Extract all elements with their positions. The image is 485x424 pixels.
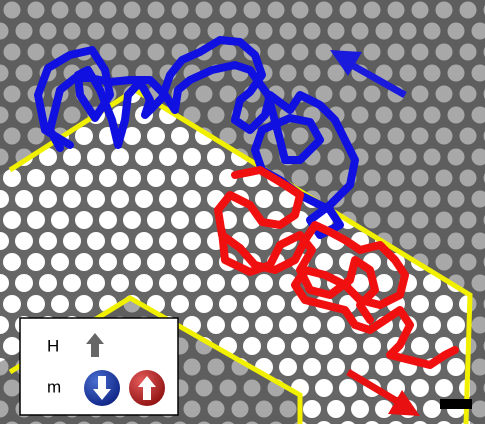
field-label: H [47,336,59,355]
trajectory-red [214,166,459,369]
moment-label: m [47,377,61,396]
arrow-blue [348,60,407,99]
lattice-region [0,90,470,424]
arrow-head [330,50,362,76]
trajectory-red [218,228,379,324]
field-arrow [86,333,104,357]
legend: H m [19,317,179,416]
down-arrow [93,376,111,400]
up-arrow [138,376,156,400]
arrow-head [388,390,420,416]
arrow-red [346,368,402,407]
trajectory-blue [34,36,359,239]
scale-bar [440,399,472,409]
